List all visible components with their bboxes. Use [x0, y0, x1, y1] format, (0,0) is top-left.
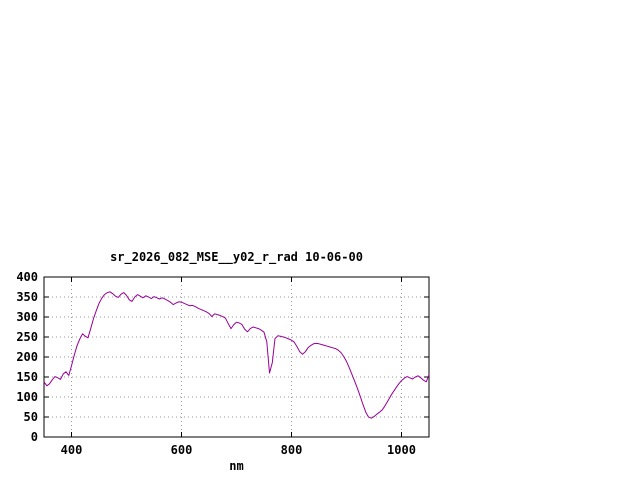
y-tick-label: 100	[16, 390, 38, 404]
x-tick-label: 800	[281, 443, 303, 457]
y-tick-label: 0	[31, 430, 38, 444]
y-tick-label: 150	[16, 370, 38, 384]
y-tick-label: 50	[24, 410, 38, 424]
y-tick-label: 400	[16, 270, 38, 284]
x-tick-label: 600	[171, 443, 193, 457]
y-tick-label: 350	[16, 290, 38, 304]
x-tick-label: 1000	[387, 443, 416, 457]
chart-title: sr_2026_082_MSE__y02_r_rad 10-06-00	[110, 250, 363, 264]
y-tick-label: 300	[16, 310, 38, 324]
x-tick-label: 400	[61, 443, 83, 457]
x-axis-label: nm	[229, 459, 244, 473]
spectrum-line	[43, 291, 430, 419]
y-tick-label: 200	[16, 350, 38, 364]
y-tick-label: 250	[16, 330, 38, 344]
